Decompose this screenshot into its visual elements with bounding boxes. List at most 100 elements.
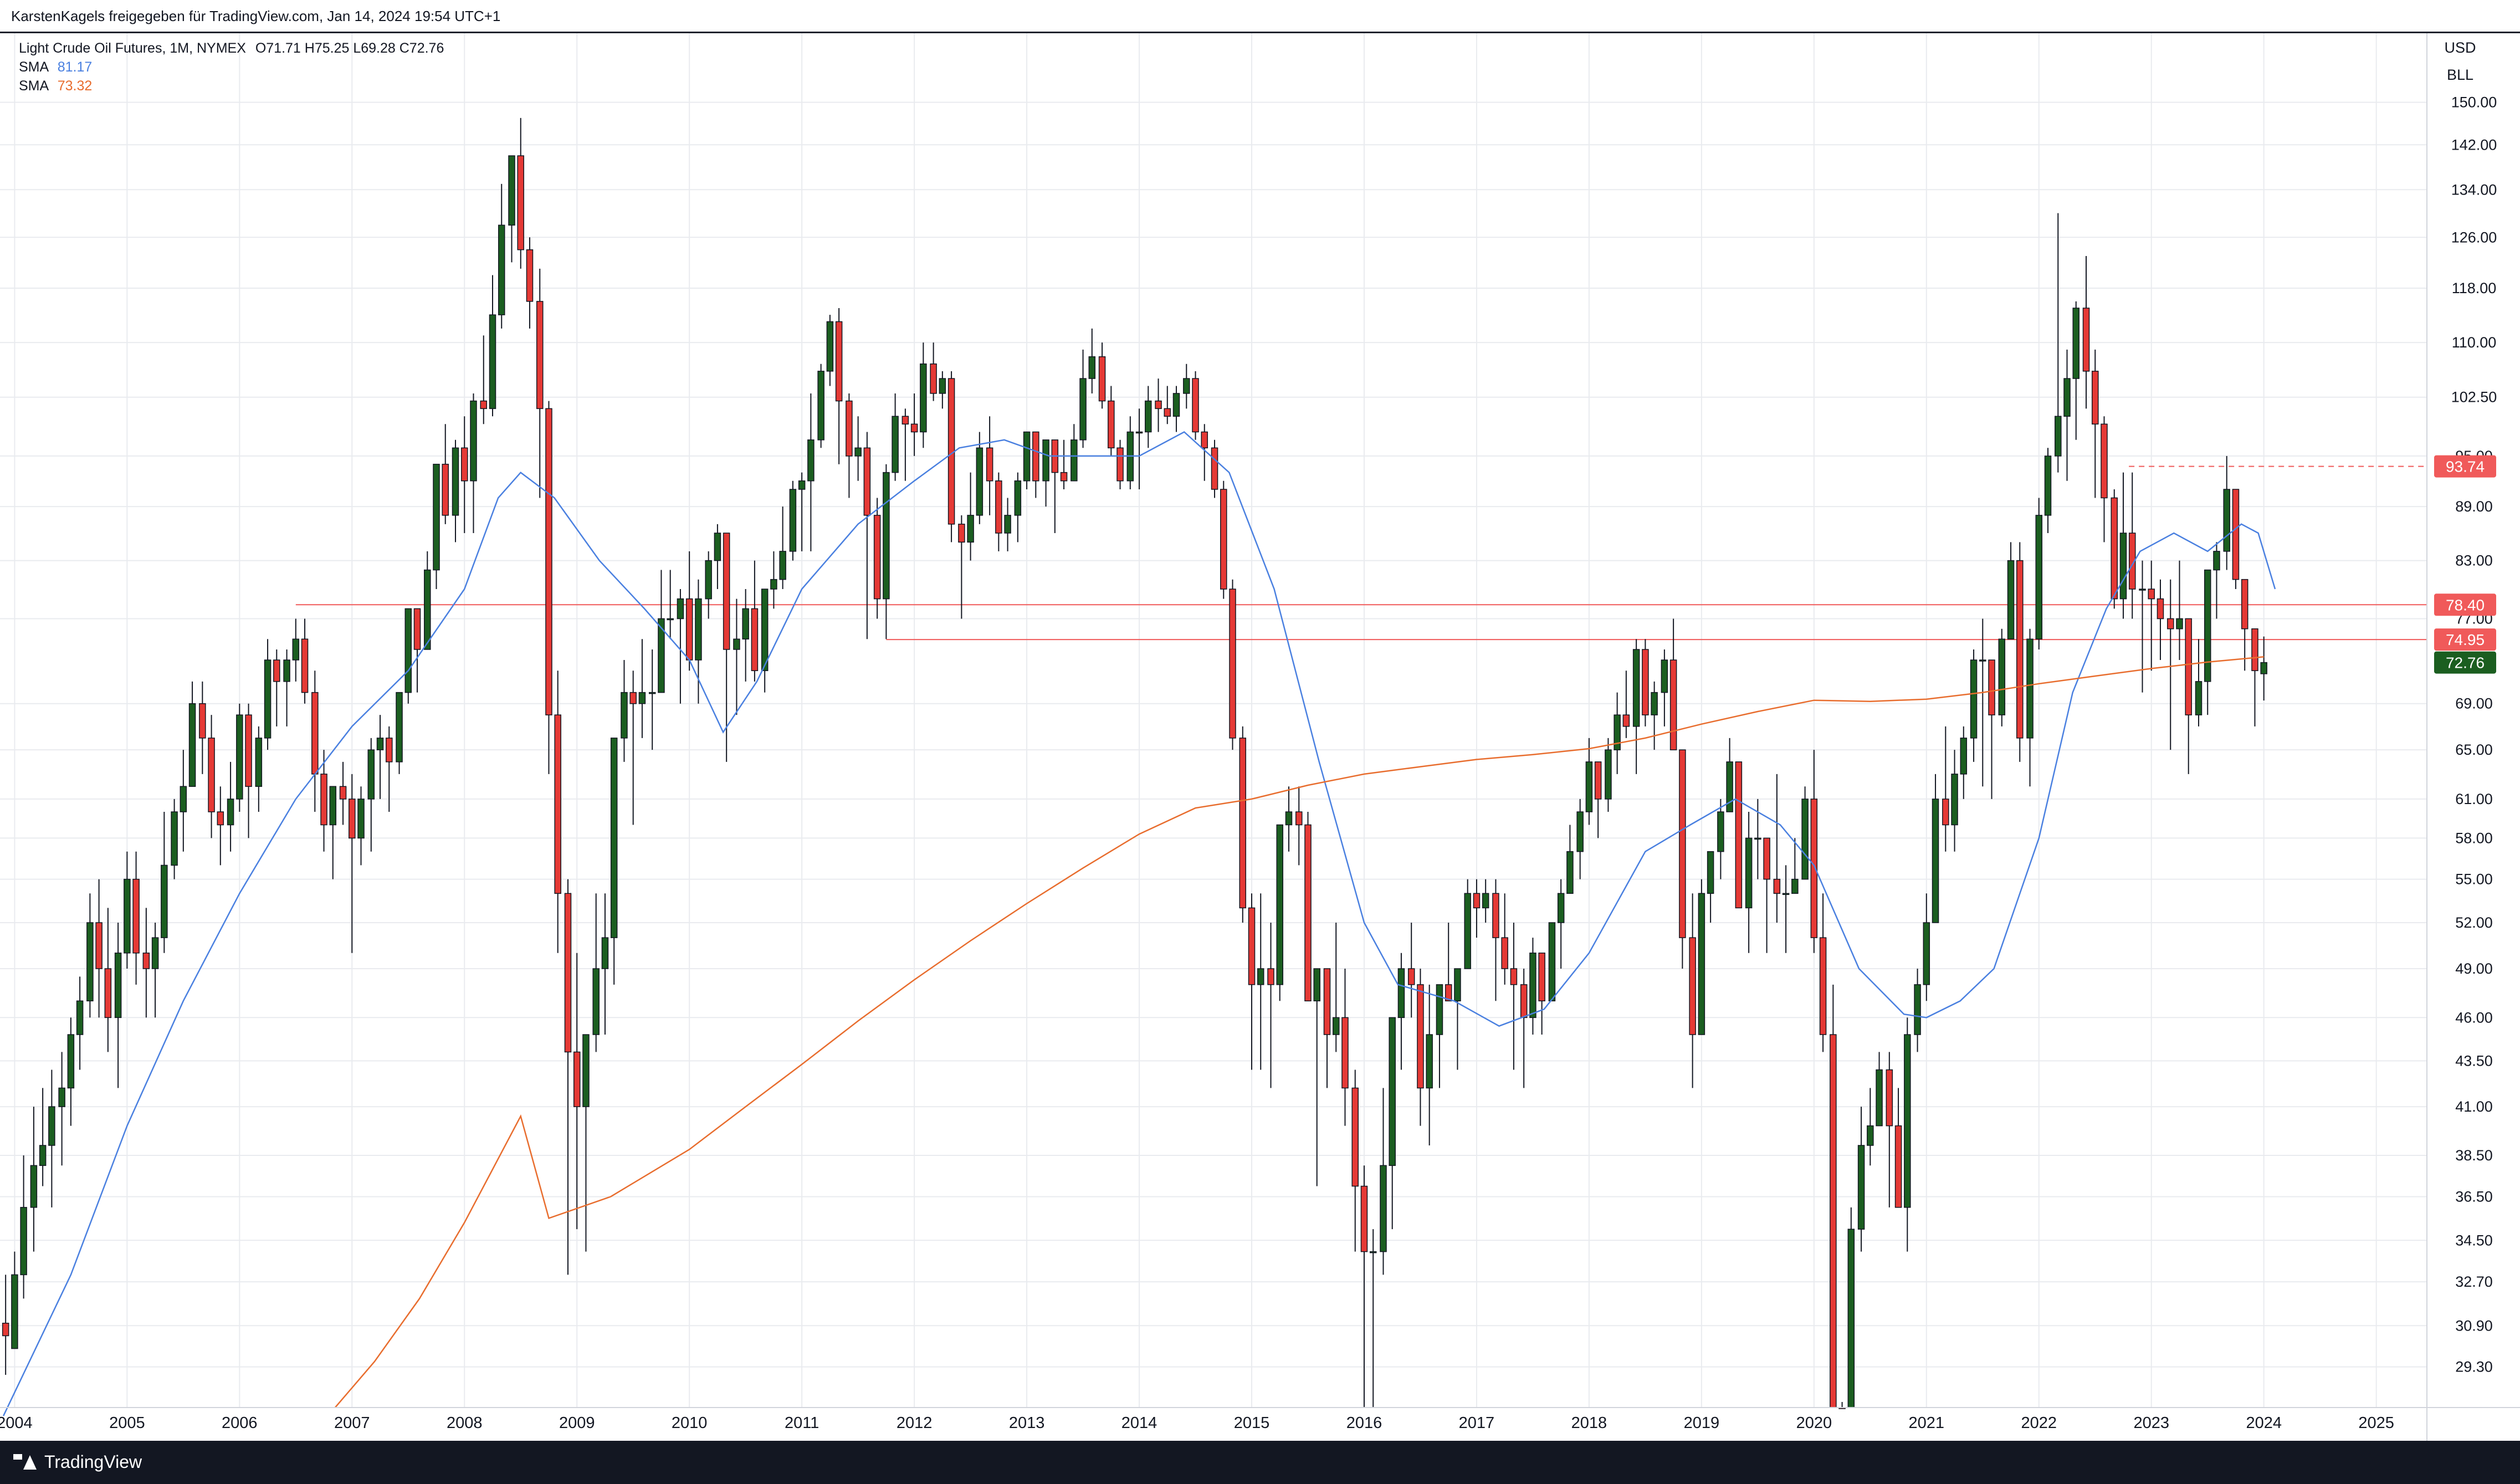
time-tick-label: 2011	[785, 1414, 819, 1432]
candle-body	[677, 598, 684, 620]
symbol-line[interactable]: Light Crude Oil Futures, 1M, NYMEX O71.7…	[19, 39, 444, 58]
sma-slow-legend[interactable]: SMA 73.32	[19, 76, 444, 95]
candle-body	[161, 864, 168, 938]
price-tick-label: 34.50	[2455, 1232, 2493, 1248]
unit-label[interactable]: BLL	[2447, 66, 2473, 83]
price-tick-label: 38.50	[2455, 1147, 2493, 1164]
price-tick-label: 61.00	[2455, 791, 2493, 807]
tradingview-logo[interactable]: TradingView	[13, 1452, 142, 1472]
candle-body	[1201, 431, 1208, 449]
candle-body	[1407, 968, 1415, 985]
candle-body	[1763, 837, 1770, 880]
price-tick-label: 110.00	[2452, 334, 2497, 351]
candle-body	[48, 1106, 55, 1146]
candle-body	[2251, 628, 2258, 672]
candle-body	[1164, 408, 1171, 417]
candle-body	[1183, 378, 1190, 394]
candle-body	[1642, 649, 1649, 715]
candle-body	[1548, 922, 1556, 1002]
candle-body	[2082, 308, 2090, 372]
candle-body	[1689, 937, 1696, 1035]
chart-legend: Light Crude Oil Futures, 1M, NYMEX O71.7…	[19, 39, 444, 95]
candle-body	[424, 569, 431, 650]
candle-body	[723, 533, 730, 650]
symbol-title: Light Crude Oil Futures, 1M, NYMEX	[19, 40, 246, 56]
footer-bar: TradingView	[0, 1441, 2520, 1484]
candle-body	[817, 371, 824, 441]
time-tick-label: 2005	[109, 1414, 145, 1432]
candle-body	[376, 738, 384, 750]
candle-body	[1605, 749, 1612, 800]
price-label-box[interactable]	[2434, 593, 2496, 616]
sma-fast-value: 81.17	[57, 59, 93, 75]
candle-body	[132, 878, 140, 954]
candle-body	[892, 416, 899, 473]
price-label-box[interactable]	[2434, 455, 2496, 478]
candle-body	[564, 893, 572, 1053]
candle-body	[667, 618, 674, 621]
candle-body	[404, 608, 412, 693]
candle-body	[39, 1145, 47, 1166]
candle-body	[2166, 618, 2174, 630]
candle-body	[2, 1323, 9, 1337]
ohlc-values: O71.71 H75.25 L69.28 C72.76	[255, 40, 444, 56]
candle-body	[2260, 662, 2267, 674]
price-labels: 93.74 78.40 74.95 72.76	[2434, 455, 2496, 674]
candle-body	[1529, 953, 1536, 1019]
candle-body	[1538, 953, 1545, 1002]
price-tick-label: 30.90	[2455, 1317, 2493, 1334]
candle-body	[1782, 893, 1790, 895]
candle-body	[2176, 618, 2183, 630]
candle-body	[470, 400, 477, 482]
candle-body	[685, 598, 693, 661]
candle-body	[2223, 489, 2230, 552]
candle-body	[76, 1000, 84, 1035]
candle-body	[2213, 551, 2220, 571]
candle-body	[545, 408, 552, 715]
candle-body	[733, 638, 740, 650]
candle-body	[573, 1051, 581, 1107]
candle-body	[1369, 1251, 1377, 1253]
candle-body	[2055, 416, 2062, 457]
candle-body	[883, 472, 890, 600]
candle-body	[1576, 811, 1584, 852]
candle-body	[1942, 799, 1949, 826]
price-label-box[interactable]	[2434, 651, 2496, 674]
candle-body	[1220, 489, 1227, 590]
sma-fast-legend[interactable]: SMA 81.17	[19, 58, 444, 76]
candle-body	[255, 738, 263, 787]
candle-body	[349, 799, 356, 839]
candle-body	[1229, 589, 1236, 739]
candle-body	[2026, 638, 2034, 739]
candle-body	[1773, 878, 1781, 894]
candle-body	[1257, 968, 1264, 985]
candle-body	[124, 878, 131, 954]
candle-body	[1464, 893, 1471, 969]
time-tick-label: 2025	[2358, 1414, 2394, 1432]
candle-body	[199, 703, 206, 739]
price-tick-label: 65.00	[2455, 741, 2493, 758]
price-label-box[interactable]	[2434, 628, 2496, 651]
candle-body	[967, 515, 974, 543]
candle-body	[2101, 423, 2108, 499]
sma-slow-value: 73.32	[57, 78, 93, 94]
candle-body	[779, 551, 786, 580]
candle-body	[1313, 968, 1320, 1002]
candle-body	[1726, 761, 1733, 812]
candle-body	[386, 738, 393, 763]
candle-body	[208, 738, 215, 812]
candle-body	[1632, 649, 1640, 727]
candle-body	[1661, 659, 1668, 693]
price-chart[interactable]: USD BLL 150.00 142.00 134.00 126.00 118.00 11…	[0, 33, 2520, 1441]
price-tick-label: 41.00	[2455, 1098, 2493, 1115]
candle-body	[939, 378, 946, 394]
candle-body	[1088, 356, 1096, 379]
candle-body	[1669, 659, 1677, 750]
candle-body	[1360, 1185, 1368, 1252]
candle-body	[554, 714, 561, 894]
candle-body	[2007, 560, 2015, 639]
currency-label[interactable]: USD	[2444, 39, 2476, 56]
candle-body	[863, 447, 871, 516]
candle-body	[1894, 1125, 1902, 1208]
candle-body	[11, 1274, 18, 1349]
